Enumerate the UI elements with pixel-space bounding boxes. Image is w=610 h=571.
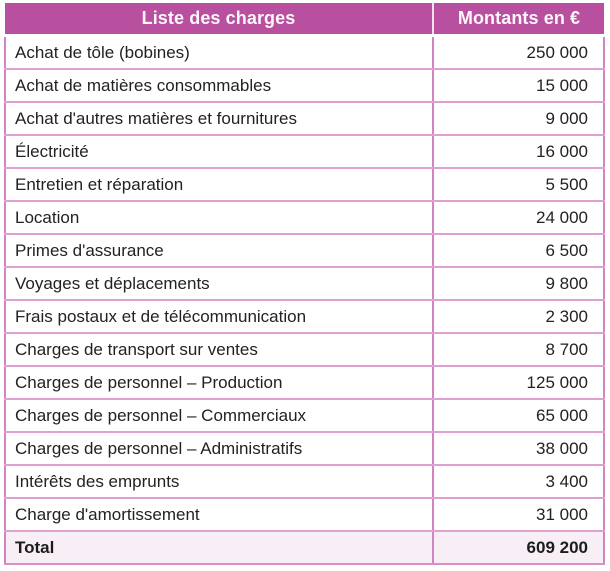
charge-label: Charges de transport sur ventes bbox=[4, 333, 434, 367]
charge-label: Charges de personnel – Production bbox=[4, 366, 434, 400]
charge-label: Primes d'assurance bbox=[4, 234, 434, 268]
charge-amount: 9 800 bbox=[433, 267, 605, 301]
table-row: Achat de matières consommables 15 000 bbox=[4, 69, 605, 103]
table-row: Intérêts des emprunts 3 400 bbox=[4, 465, 605, 499]
charge-label: Électricité bbox=[4, 135, 434, 169]
total-row: Total 609 200 bbox=[4, 531, 605, 565]
table-row: Frais postaux et de télécommunication 2 … bbox=[4, 300, 605, 334]
charge-label: Entretien et réparation bbox=[4, 168, 434, 202]
column-header-charges: Liste des charges bbox=[5, 3, 433, 37]
charge-amount: 65 000 bbox=[433, 399, 605, 433]
charge-amount: 16 000 bbox=[433, 135, 605, 169]
charge-amount: 38 000 bbox=[433, 432, 605, 466]
charge-label: Achat d'autres matières et fournitures bbox=[4, 102, 434, 136]
table-row: Électricité 16 000 bbox=[4, 135, 605, 169]
table-row: Charges de personnel – Commerciaux 65 00… bbox=[4, 399, 605, 433]
charge-amount: 31 000 bbox=[433, 498, 605, 532]
table-row: Achat de tôle (bobines) 250 000 bbox=[4, 35, 605, 70]
charge-amount: 6 500 bbox=[433, 234, 605, 268]
table-footer: Total 609 200 bbox=[4, 531, 605, 565]
charge-amount: 8 700 bbox=[433, 333, 605, 367]
charge-amount: 5 500 bbox=[433, 168, 605, 202]
table-row: Charges de personnel – Administratifs 38… bbox=[4, 432, 605, 466]
table-row: Achat d'autres matières et fournitures 9… bbox=[4, 102, 605, 136]
charge-label: Frais postaux et de télécommunication bbox=[4, 300, 434, 334]
charge-label: Charges de personnel – Commerciaux bbox=[4, 399, 434, 433]
charge-amount: 250 000 bbox=[433, 35, 605, 70]
total-amount: 609 200 bbox=[433, 531, 605, 565]
charge-amount: 24 000 bbox=[433, 201, 605, 235]
table-body: Achat de tôle (bobines) 250 000 Achat de… bbox=[4, 35, 605, 532]
table-row: Charges de transport sur ventes 8 700 bbox=[4, 333, 605, 367]
charge-label: Charges de personnel – Administratifs bbox=[4, 432, 434, 466]
charge-label: Achat de tôle (bobines) bbox=[4, 35, 434, 70]
charge-label: Achat de matières consommables bbox=[4, 69, 434, 103]
charge-amount: 2 300 bbox=[433, 300, 605, 334]
header-row: Liste des charges Montants en € bbox=[5, 3, 604, 37]
table-row: Charge d'amortissement 31 000 bbox=[4, 498, 605, 532]
table-row: Entretien et réparation 5 500 bbox=[4, 168, 605, 202]
table-row: Voyages et déplacements 9 800 bbox=[4, 267, 605, 301]
table-row: Charges de personnel – Production 125 00… bbox=[4, 366, 605, 400]
table-row: Location 24 000 bbox=[4, 201, 605, 235]
charge-amount: 9 000 bbox=[433, 102, 605, 136]
charge-amount: 125 000 bbox=[433, 366, 605, 400]
charges-table: Liste des charges Montants en € Achat de… bbox=[4, 3, 605, 565]
charge-label: Location bbox=[4, 201, 434, 235]
charge-amount: 15 000 bbox=[433, 69, 605, 103]
charge-label: Intérêts des emprunts bbox=[4, 465, 434, 499]
table-header: Liste des charges Montants en € bbox=[5, 3, 604, 37]
charge-label: Voyages et déplacements bbox=[4, 267, 434, 301]
total-label: Total bbox=[4, 531, 434, 565]
charge-label: Charge d'amortissement bbox=[4, 498, 434, 532]
column-header-amounts: Montants en € bbox=[432, 3, 604, 37]
charge-amount: 3 400 bbox=[433, 465, 605, 499]
table-row: Primes d'assurance 6 500 bbox=[4, 234, 605, 268]
